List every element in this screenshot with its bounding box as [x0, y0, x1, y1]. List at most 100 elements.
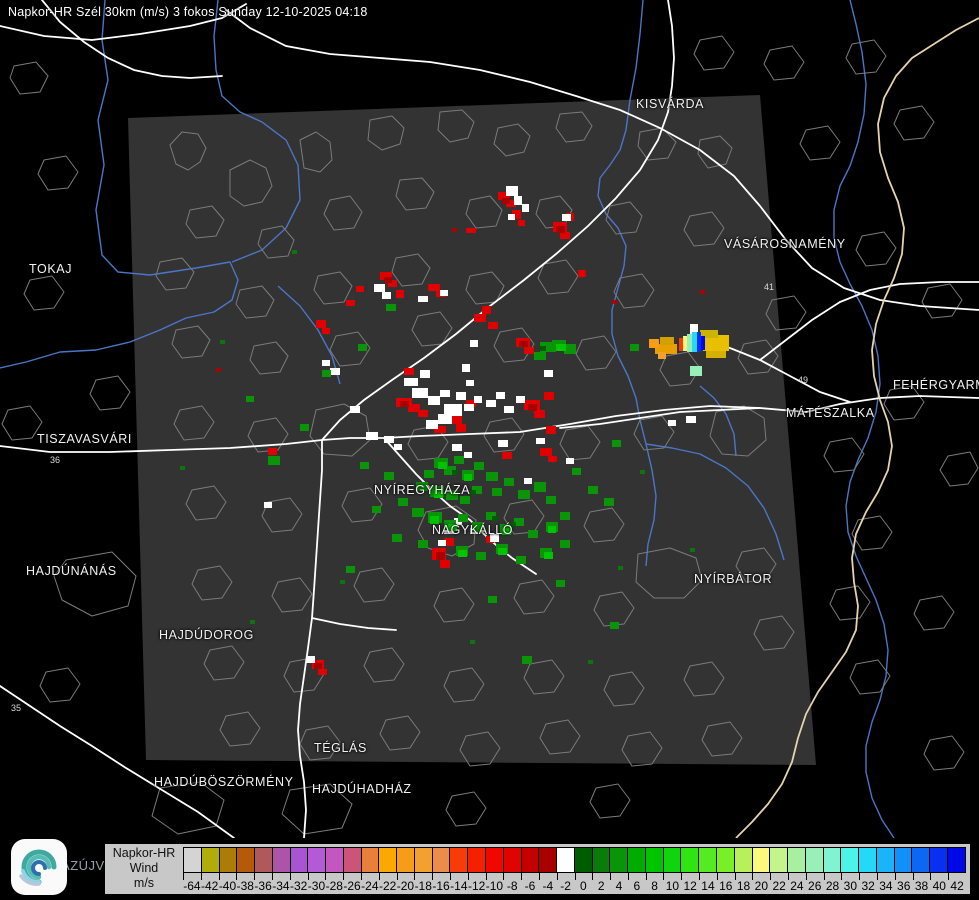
legend-color-cell[interactable]	[272, 848, 291, 872]
legend-color-cell[interactable]	[645, 848, 664, 872]
map-vector-layer	[0, 0, 979, 838]
legend-color-cell[interactable]	[414, 848, 433, 872]
legend-source-label: Napkor-HR	[112, 846, 176, 860]
spiral-logo-icon	[11, 839, 67, 895]
legend-tick-mark	[592, 873, 594, 880]
legend-color-cell[interactable]	[876, 848, 895, 872]
legend-color-cell[interactable]	[930, 848, 948, 872]
legend-color-cell[interactable]	[308, 848, 327, 872]
legend-tick-mark	[360, 873, 362, 880]
legend-color-cell[interactable]	[734, 848, 753, 872]
legend-tick-label: -22	[378, 879, 397, 893]
legend-tick-label: -34	[272, 879, 290, 893]
legend-tick-label: 2	[597, 879, 605, 893]
legend-color-cell[interactable]	[379, 848, 398, 872]
legend-tick-label: 18	[736, 879, 751, 893]
legend-tick-mark	[432, 873, 434, 880]
city-label: FEHÉRGYARMAT	[893, 378, 979, 392]
legend-color-cell[interactable]	[628, 848, 646, 872]
legend-tick-label: 40	[932, 879, 946, 893]
legend-color-cell[interactable]	[699, 848, 717, 872]
legend-color-cell[interactable]	[947, 848, 965, 872]
legend-tick-label: -8	[506, 879, 518, 893]
legend-color-cell[interactable]	[574, 848, 593, 872]
legend-color-cell[interactable]	[841, 848, 860, 872]
legend-color-cell[interactable]	[255, 848, 273, 872]
legend-tick-mark	[948, 873, 950, 880]
legend-color-cell[interactable]	[557, 848, 575, 872]
legend-tick-label: 28	[825, 879, 840, 893]
legend-tick-mark	[610, 873, 612, 880]
legend-tick-label: 22	[772, 879, 786, 893]
road-number-label: 49	[798, 375, 809, 385]
legend-color-cell[interactable]	[912, 848, 931, 872]
legend-tick-label: 4	[615, 879, 623, 893]
city-label: HAJDÚNÁNÁS	[26, 564, 117, 578]
legend-color-cell[interactable]	[361, 848, 380, 872]
legend-tick-mark	[183, 873, 184, 880]
legend-tick-label: 0	[580, 879, 587, 893]
legend-color-cell[interactable]	[859, 848, 877, 872]
legend-color-cell[interactable]	[770, 848, 789, 872]
legend-color-cell[interactable]	[450, 848, 469, 872]
legend-color-cell[interactable]	[290, 848, 309, 872]
legend-color-cell[interactable]	[486, 848, 504, 872]
city-label: TOKAJ	[29, 262, 73, 276]
rivers-layer	[0, 0, 895, 838]
legend-tick-mark	[930, 873, 932, 880]
legend-tick-mark	[414, 873, 416, 880]
legend-color-cell[interactable]	[503, 848, 522, 872]
legend-color-cell[interactable]	[823, 848, 842, 872]
legend-tick-mark	[236, 873, 238, 880]
legend-tick-label: 32	[861, 879, 875, 893]
legend-color-cell[interactable]	[343, 848, 362, 872]
legend-color-cell[interactable]	[432, 848, 451, 872]
legend-tick-mark	[449, 873, 451, 880]
radar-map-canvas[interactable]: Napkor-HR Szél 30km (m/s) 3 fokos Sunday…	[0, 0, 979, 838]
legend-color-cell[interactable]	[716, 848, 735, 872]
legend-color-cell[interactable]	[397, 848, 415, 872]
legend-tick-label: 8	[651, 879, 658, 893]
color-scale-legend[interactable]: Napkor-HR Wind m/s -64 -42 -40 -38 -36 -34 -32…	[104, 843, 971, 895]
legend-color-cell[interactable]	[894, 848, 913, 872]
legend-color-strip[interactable]	[183, 847, 966, 873]
legend-color-cell[interactable]	[752, 848, 771, 872]
legend-color-cell[interactable]	[805, 848, 824, 872]
legend-color-cell[interactable]	[521, 848, 540, 872]
legend-tick-label: -18	[414, 879, 432, 893]
legend-color-cell[interactable]	[237, 848, 256, 872]
city-label: NAGYKÁLLÓ	[432, 523, 514, 537]
legend-tick-label: -14	[450, 879, 468, 893]
legend-color-cell[interactable]	[201, 848, 220, 872]
legend-color-cell[interactable]	[184, 848, 202, 872]
legend-tick-label: -28	[325, 879, 343, 893]
legend-color-cell[interactable]	[788, 848, 806, 872]
legend-tick-mark	[378, 873, 380, 880]
legend-quantity-label: Wind	[129, 861, 159, 875]
legend-tick-mark	[343, 873, 345, 880]
legend-tick-label: 36	[897, 879, 911, 893]
legend-color-cell[interactable]	[681, 848, 700, 872]
legend-color-cell[interactable]	[663, 848, 682, 872]
legend-tick-mark	[912, 873, 914, 880]
legend-tick-label: 12	[683, 879, 697, 893]
legend-tick-mark	[467, 873, 469, 880]
country-border-layer	[735, 17, 979, 838]
legend-tick-label: -30	[307, 879, 326, 893]
legend-color-cell[interactable]	[592, 848, 611, 872]
legend-tick-label: 42	[950, 879, 964, 893]
legend-tick-label: -38	[236, 879, 254, 893]
spiral-logo[interactable]	[10, 838, 68, 896]
legend-color-cell[interactable]	[326, 848, 344, 872]
legend-tick-axis: -64 -42 -40 -38 -36 -34 -32 -30 -28 -26 -24 -22 -20-…	[183, 873, 966, 893]
legend-tick-label: -40	[218, 879, 237, 893]
legend-color-cell[interactable]	[468, 848, 487, 872]
legend-tick-mark	[770, 873, 772, 880]
city-label: NYÍREGYHÁZA	[374, 483, 471, 497]
legend-color-cell[interactable]	[219, 848, 238, 872]
legend-tick-label: -12	[467, 879, 486, 893]
legend-color-cell[interactable]	[610, 848, 629, 872]
city-label: MÁTÉSZALKA	[786, 406, 875, 420]
legend-color-cell[interactable]	[539, 848, 558, 872]
